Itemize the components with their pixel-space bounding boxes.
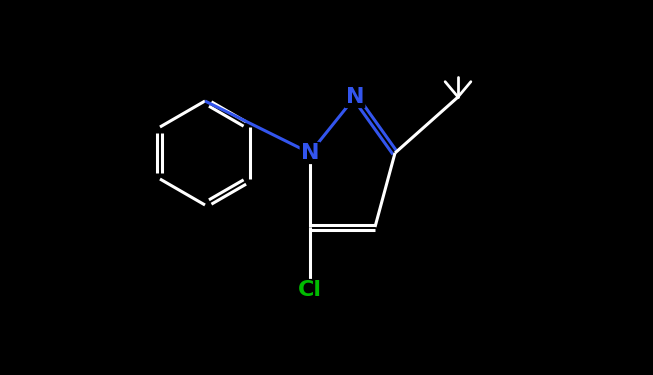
Text: N: N <box>345 87 364 107</box>
Text: N: N <box>301 143 319 163</box>
Text: Cl: Cl <box>298 280 322 300</box>
